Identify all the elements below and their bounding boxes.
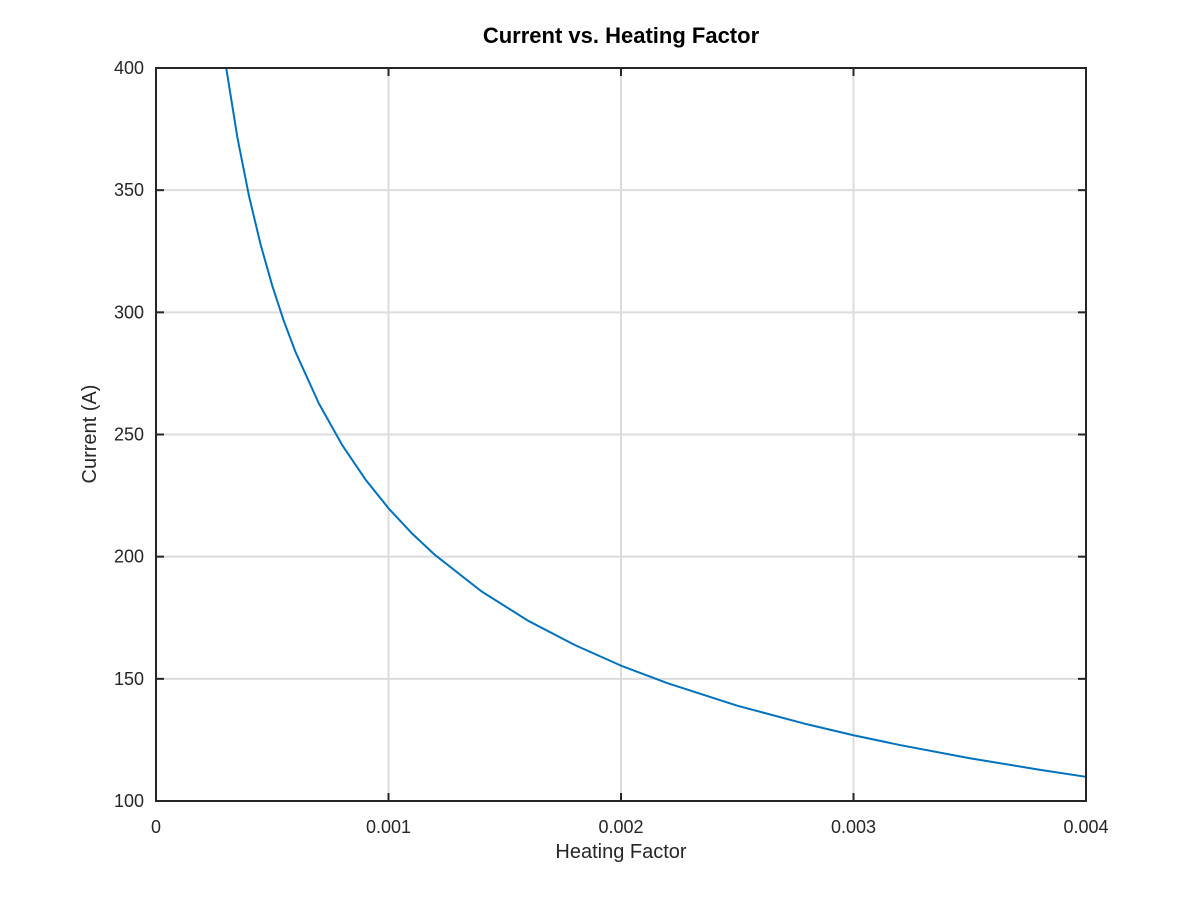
grid [156,68,1086,801]
ticks: 0 0.001 0.002 0.003 0.004 100 150 200 250 300 350 4… [114,58,1109,837]
x-tick-label: 0.004 [1063,817,1108,837]
x-tick-label: 0.001 [366,817,411,837]
chart-title: Current vs. Heating Factor [483,23,760,48]
y-tick-label: 250 [114,425,144,445]
y-tick-label: 200 [114,547,144,567]
y-tick-label: 350 [114,180,144,200]
y-tick-label: 400 [114,58,144,78]
x-tick-label: 0 [151,817,161,837]
x-tick-label: 0.002 [598,817,643,837]
y-tick-label: 150 [114,669,144,689]
y-tick-label: 300 [114,302,144,322]
x-axis-label: Heating Factor [555,841,687,863]
series-line [225,67,1087,778]
x-tick-label: 0.003 [831,817,876,837]
y-axis-label: Current (A) [79,385,101,484]
series-layer [225,67,1087,778]
y-tick-label: 100 [114,791,144,811]
